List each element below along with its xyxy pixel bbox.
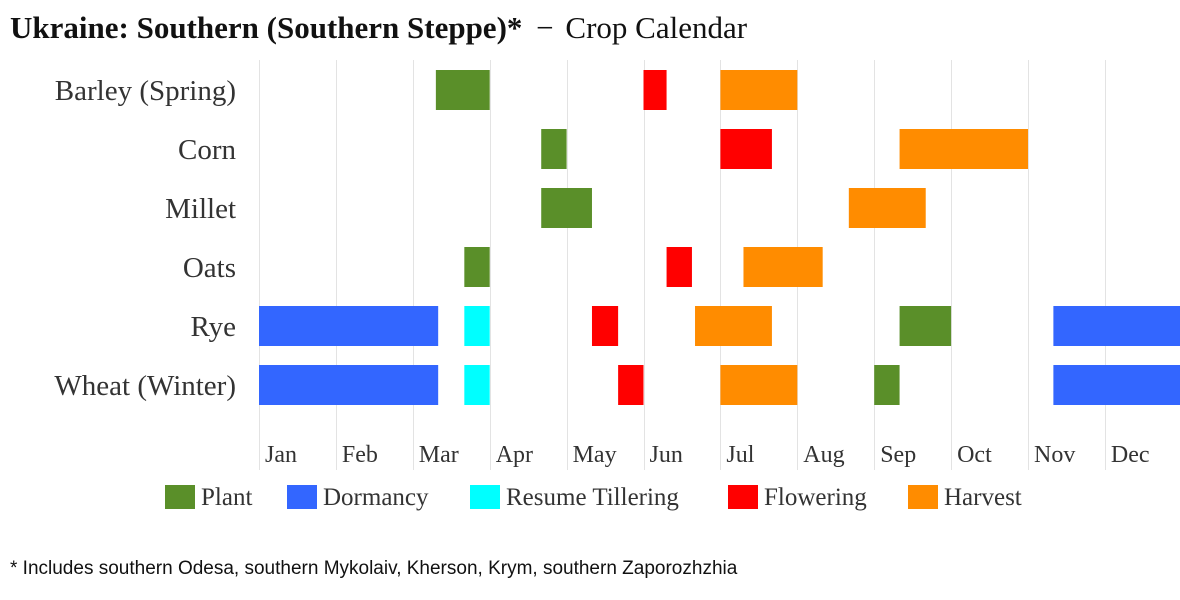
bar-rye-dormancy (1053, 306, 1180, 346)
bar-rye-flowering (591, 306, 619, 346)
month-label-mar: Mar (419, 442, 459, 468)
bar-oats-flowering (666, 247, 692, 287)
bar-millet-plant (541, 188, 592, 228)
bar-oats-plant (464, 247, 490, 287)
legend-label-resume-tillering: Resume Tillering (506, 484, 679, 511)
chart-title-subtitle: Crop Calendar (565, 10, 748, 45)
bar-corn-plant (541, 129, 567, 169)
month-label-dec: Dec (1111, 442, 1150, 468)
bar-corn-flowering (720, 129, 772, 169)
crop-label-rye: Rye (190, 311, 236, 343)
month-label-apr: Apr (496, 442, 533, 468)
chart-title-separator: − (536, 10, 554, 45)
crop-label-oats: Oats (183, 252, 236, 284)
bar-wheat-winter-dormancy (259, 365, 439, 405)
legend-label-flowering: Flowering (764, 484, 867, 511)
legend-swatch-plant (165, 485, 195, 509)
bar-rye-harvest (695, 306, 772, 346)
bar-barley-spring-flowering (643, 70, 667, 110)
crop-label-corn: Corn (178, 134, 237, 166)
crop-label-barley-spring: Barley (Spring) (55, 75, 236, 107)
legend-label-harvest: Harvest (944, 484, 1022, 511)
legend-swatch-harvest (908, 485, 938, 509)
chart-title: Ukraine: Southern (Southern Steppe)* − C… (10, 10, 747, 46)
month-label-aug: Aug (803, 442, 844, 468)
month-label-sep: Sep (880, 442, 916, 468)
month-label-jun: Jun (650, 442, 683, 468)
bar-corn-harvest (899, 129, 1028, 169)
legend-label-plant: Plant (201, 484, 252, 511)
bar-rye-plant (899, 306, 952, 346)
bar-rye-resume-tillering (464, 306, 490, 346)
bar-millet-harvest (848, 188, 926, 228)
chart-title-main: Ukraine: Southern (Southern Steppe)* (10, 10, 523, 45)
bar-wheat-winter-resume-tillering (464, 365, 490, 405)
month-label-jul: Jul (726, 442, 754, 468)
month-label-jan: Jan (265, 442, 297, 468)
bar-wheat-winter-harvest (720, 365, 798, 405)
legend-swatch-resume-tillering (470, 485, 500, 509)
bar-barley-spring-plant (435, 70, 490, 110)
bar-wheat-winter-flowering (618, 365, 644, 405)
legend-label-dormancy: Dormancy (323, 484, 429, 511)
bar-wheat-winter-plant (874, 365, 900, 405)
month-label-feb: Feb (342, 442, 378, 468)
bar-oats-harvest (743, 247, 823, 287)
month-label-oct: Oct (957, 442, 992, 468)
crop-calendar-chart: Jan Feb Mar Apr May Jun Jul Aug Sep Oct Nov Dec Barl… (54, 60, 1180, 511)
bar-barley-spring-harvest (720, 70, 798, 110)
month-label-nov: Nov (1034, 442, 1075, 468)
crop-label-millet: Millet (165, 193, 236, 225)
crop-label-wheat-winter: Wheat (Winter) (54, 370, 236, 402)
bar-rye-dormancy (259, 306, 439, 346)
footnote: * Includes southern Odesa, southern Myko… (10, 558, 738, 579)
month-label-may: May (573, 442, 617, 468)
legend-swatch-dormancy (287, 485, 317, 509)
bar-wheat-winter-dormancy (1053, 365, 1180, 405)
legend-swatch-flowering (728, 485, 758, 509)
